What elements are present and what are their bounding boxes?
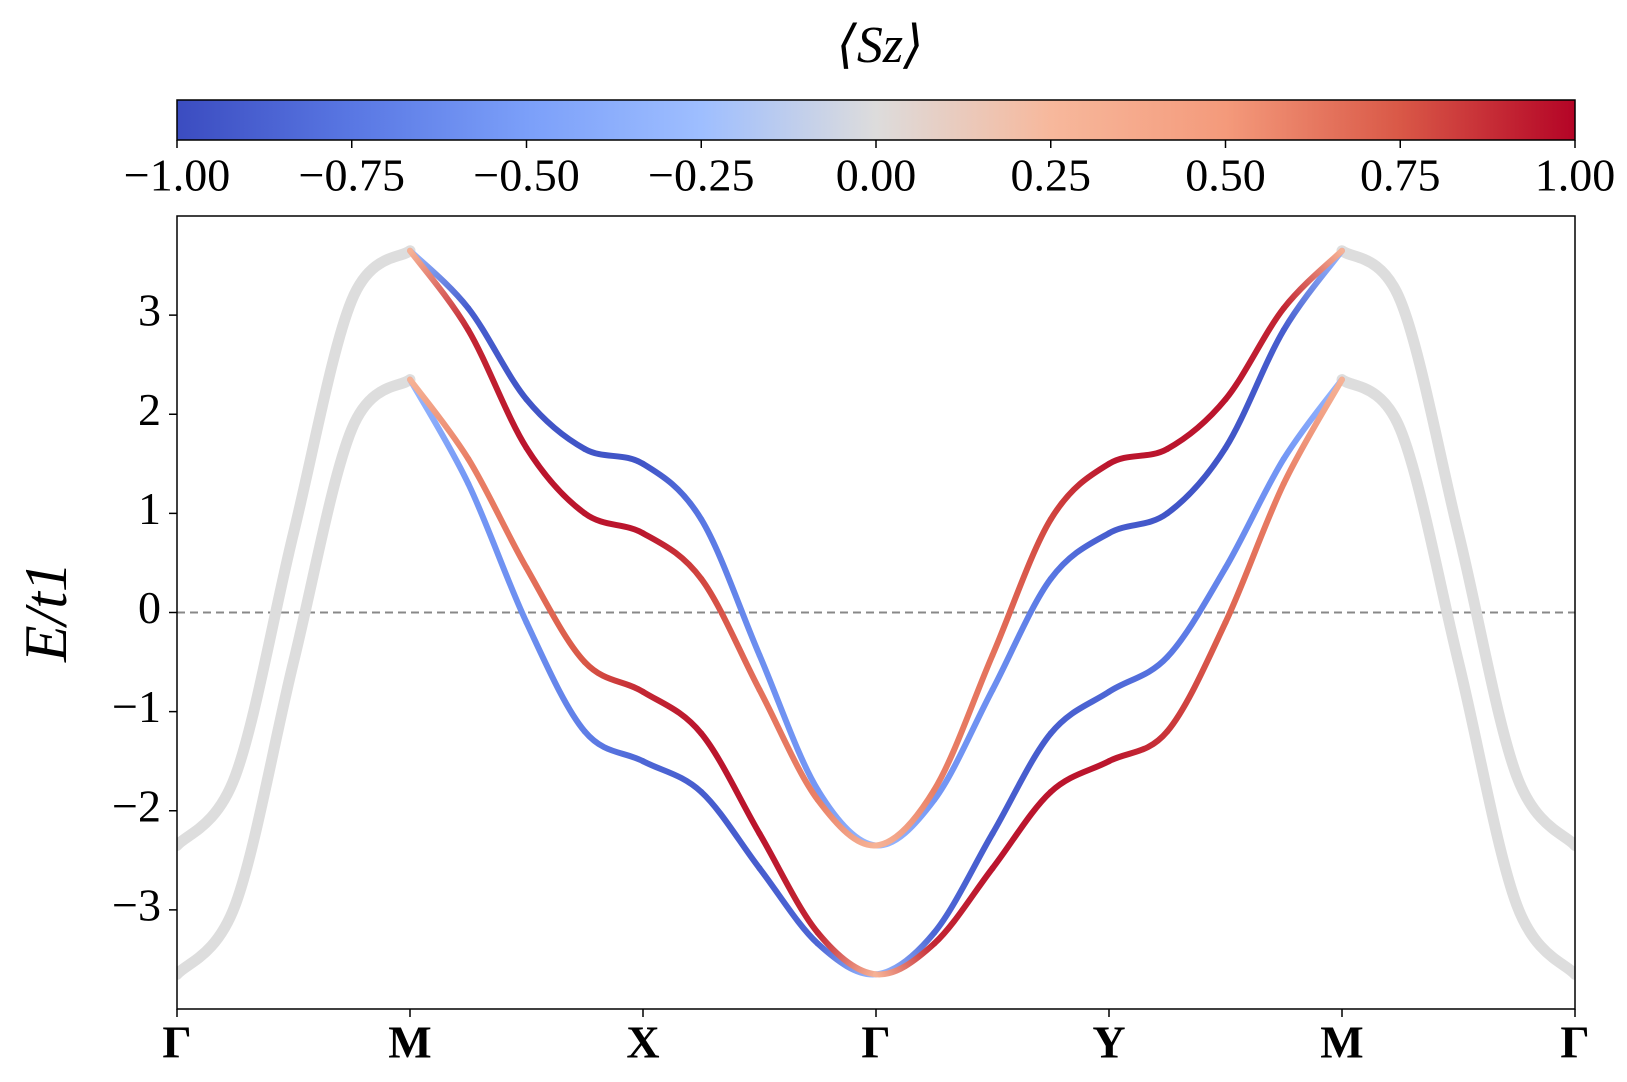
band-segment xyxy=(581,510,646,537)
y-tick-label: −2 xyxy=(112,780,161,831)
band-segment xyxy=(407,247,472,333)
band-segment xyxy=(814,796,879,849)
x-tick-label: M xyxy=(388,1017,431,1068)
band-segment xyxy=(931,652,996,793)
band-segment xyxy=(1047,758,1112,795)
band-segment xyxy=(756,865,821,947)
band-segment xyxy=(1222,305,1287,403)
band-segment xyxy=(756,652,821,793)
band-segment xyxy=(1106,445,1171,467)
y-axis-label: E/t1 xyxy=(13,562,79,663)
x-tick-label: M xyxy=(1320,1017,1363,1068)
band-segment xyxy=(814,929,879,978)
band-segment xyxy=(1047,460,1112,523)
band-segment xyxy=(465,305,530,403)
y-tick-label: −1 xyxy=(112,681,161,732)
band-line xyxy=(177,374,416,980)
band-segment xyxy=(1222,455,1287,571)
colorbar-tick-label: 0.50 xyxy=(1185,150,1266,201)
band-segment xyxy=(523,444,588,517)
band-segment xyxy=(989,516,1054,659)
colorbar-tick-label: −1.00 xyxy=(124,150,230,201)
band-segment xyxy=(640,460,705,523)
band-segment xyxy=(640,688,705,737)
band-segment xyxy=(523,396,588,452)
band-segment xyxy=(931,686,996,803)
band-segment xyxy=(989,575,1054,693)
colorbar-tick-label: 1.00 xyxy=(1535,150,1616,201)
x-tick-label: Γ xyxy=(162,1017,191,1068)
band-segment xyxy=(989,730,1054,837)
band-segment xyxy=(640,758,705,795)
band-segment xyxy=(1106,654,1171,695)
band-segment xyxy=(581,659,646,695)
band-segment xyxy=(1222,480,1287,626)
band-segment xyxy=(1164,396,1229,452)
band-segment xyxy=(873,786,938,849)
band-segment xyxy=(1164,444,1229,517)
band-segment xyxy=(698,788,763,872)
x-tick-label: X xyxy=(626,1017,659,1068)
y-tick-label: 2 xyxy=(138,384,161,435)
x-tick-label: Γ xyxy=(1560,1017,1589,1068)
band-segment xyxy=(1280,247,1345,312)
colorbar xyxy=(176,99,1576,141)
band-segment xyxy=(1164,564,1229,661)
band-segment xyxy=(465,455,530,571)
band-segment xyxy=(581,728,646,765)
band-segment xyxy=(1222,326,1287,451)
colorbar-tick-label: 0.25 xyxy=(1011,150,1092,201)
y-tick-label: 1 xyxy=(138,483,161,534)
band-segment xyxy=(698,516,763,659)
y-tick-label: −3 xyxy=(112,879,161,930)
band-segment xyxy=(1106,728,1171,765)
band-segment xyxy=(989,788,1054,872)
x-tick-label: Γ xyxy=(861,1017,890,1068)
colorbar-tick-label: −0.75 xyxy=(299,150,405,201)
colorbar-tick-label: 0.75 xyxy=(1360,150,1441,201)
band-segment xyxy=(698,575,763,693)
x-tick-label: Y xyxy=(1092,1017,1125,1068)
colorbar-tick-label: −0.50 xyxy=(473,150,579,201)
band-segment xyxy=(581,445,646,467)
band-segment xyxy=(1106,510,1171,537)
band-segment xyxy=(465,326,530,451)
colorbar-tick-label: −0.25 xyxy=(648,150,754,201)
band-segment xyxy=(523,619,588,735)
band-segment xyxy=(814,786,879,849)
band-segment xyxy=(465,480,530,626)
y-tick-label: 3 xyxy=(138,285,161,336)
band-line xyxy=(1336,245,1575,851)
colorbar-label: ⟨Sz⟩ xyxy=(837,17,924,74)
band-segment xyxy=(1047,530,1112,582)
colorbar-tick-label: 0.00 xyxy=(836,150,917,201)
band-segment xyxy=(1164,619,1229,735)
y-tick-label: 0 xyxy=(138,582,161,633)
band-segment xyxy=(407,376,472,462)
band-segment xyxy=(640,530,705,582)
band-segment xyxy=(756,830,821,936)
plot-frame xyxy=(176,215,1576,1010)
band-segment xyxy=(1280,376,1345,487)
band-segment xyxy=(931,865,996,947)
band-segment xyxy=(756,686,821,803)
band-segment xyxy=(931,830,996,936)
band-segment xyxy=(523,564,588,666)
band-line xyxy=(1336,374,1575,980)
band-line xyxy=(177,245,416,851)
band-segment xyxy=(698,730,763,837)
band-segment xyxy=(873,940,938,978)
band-segment xyxy=(1047,688,1112,737)
